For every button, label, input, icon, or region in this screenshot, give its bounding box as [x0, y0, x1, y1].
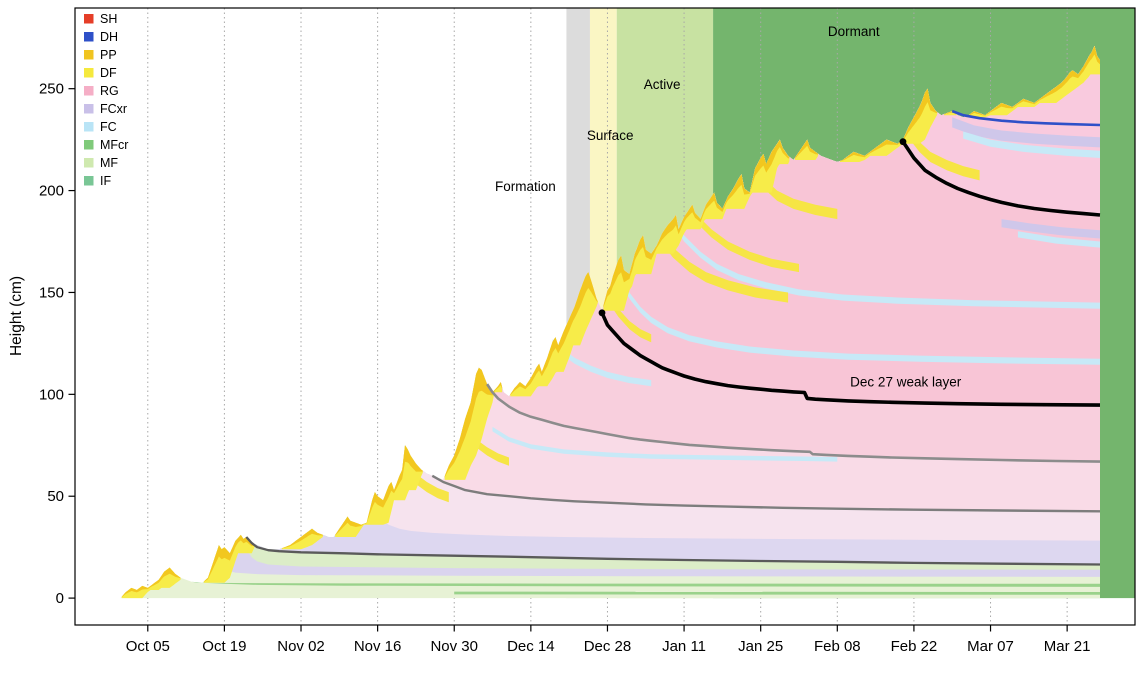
axes: Oct 05 Oct 19 Nov 02 Nov 16 Nov 30 Dec 14 Dec …: [8, 81, 1090, 655]
legend: SH DH PP DF RG FCxr FC MFcr MF IF: [84, 12, 128, 188]
new-snow-PP: [203, 534, 255, 582]
annotations: Formation Surface Active Dormant Dec 27 weak…: [495, 24, 962, 389]
legend-swatch-PP: [84, 50, 94, 60]
legend-label-FC: FC: [100, 120, 117, 134]
legend-swatch-MFcr: [84, 140, 94, 150]
annotation-surface: Surface: [587, 128, 634, 143]
streak-12: [1001, 219, 1100, 239]
legend-swatch-SH: [84, 14, 94, 24]
streak-14: [454, 591, 1100, 595]
legend-swatch-DH: [84, 32, 94, 42]
new-snow-PP: [840, 88, 938, 162]
annotation-formation: Formation: [495, 179, 556, 194]
x-tick-label: Nov 02: [277, 638, 325, 655]
x-tick-label: Oct 05: [126, 638, 170, 655]
streak-4: [695, 213, 799, 273]
y-tick-label: 0: [56, 590, 64, 607]
x-tick-label: Jan 25: [738, 638, 783, 655]
x-tick-label: Dec 28: [584, 638, 632, 655]
plot-border: [74, 7, 1136, 626]
x-tick-label: Oct 19: [202, 638, 246, 655]
annotation-dormant: Dormant: [828, 24, 880, 39]
annotation-dec-27-weak-layer: Dec 27 weak layer: [850, 375, 962, 390]
legend-swatch-IF: [84, 176, 94, 186]
streak-3: [662, 233, 789, 303]
legend-swatch-RG: [84, 86, 94, 96]
x-tick-label: Mar 07: [967, 638, 1014, 655]
x-tick-label: Feb 22: [891, 638, 938, 655]
legend-swatch-FCxr: [84, 104, 94, 114]
streak-13: [1017, 231, 1100, 248]
line-DH-layer-line: [951, 109, 1101, 127]
layer-pink-weak-feb20: [903, 45, 1100, 216]
legend-label-RG: RG: [100, 84, 119, 98]
new-snow-PP: [603, 139, 790, 308]
y-tick-label: 100: [39, 386, 64, 403]
legend-label-MF: MF: [100, 156, 118, 170]
new-snow-PP: [794, 139, 819, 159]
boundary-line-pink-weak-feb20: [901, 140, 1101, 217]
y-tick-label: 50: [47, 488, 64, 505]
tracked-layer-lines: [245, 109, 1101, 566]
boundary-line-pink-weak-dec27: [600, 312, 1101, 407]
new-snow-DF: [794, 139, 819, 160]
new-snow-PP: [444, 367, 503, 478]
boundary-line-pale-pink-B: [431, 474, 1101, 513]
x-tick-label: Nov 16: [354, 638, 402, 655]
y-axis-title: Height (cm): [8, 276, 25, 356]
legend-label-FCxr: FCxr: [100, 102, 127, 116]
x-tick-label: Feb 08: [814, 638, 861, 655]
legend-swatch-FC: [84, 122, 94, 132]
streak-10: [952, 117, 1100, 148]
new-snow-PP: [281, 528, 323, 549]
streak-6: [755, 168, 838, 220]
streak-5: [607, 290, 652, 343]
streak-15: [552, 339, 652, 387]
streak-8: [465, 418, 509, 466]
legend-label-PP: PP: [100, 48, 117, 62]
x-tick-label: Dec 14: [507, 638, 555, 655]
streak-0: [492, 426, 838, 462]
legend-label-SH: SH: [100, 12, 117, 26]
legend-swatch-DF: [84, 68, 94, 78]
snowpack-layers: [120, 45, 1101, 599]
boundary-line-FCxr-mid: [245, 536, 1101, 566]
legend-label-MFcr: MFcr: [100, 138, 128, 152]
plot-frame: [74, 7, 1136, 626]
annotation-active: Active: [644, 77, 681, 92]
streak-2: [673, 219, 1100, 309]
new-snow-DF: [335, 445, 423, 537]
new-snow-PP: [121, 567, 181, 597]
weak-layer-start-dot: [899, 138, 907, 146]
x-tick-label: Mar 21: [1044, 638, 1091, 655]
y-tick-label: 150: [39, 284, 64, 301]
y-tick-label: 250: [39, 81, 64, 98]
legend-label-DH: DH: [100, 30, 118, 44]
streak-7: [908, 127, 980, 181]
weak-layer-start-dot: [598, 309, 606, 317]
y-tick-label: 200: [39, 183, 64, 200]
new-snow-PP: [510, 272, 598, 395]
x-tick-label: Jan 11: [662, 638, 706, 655]
streak-9: [405, 451, 449, 503]
legend-swatch-MF: [84, 158, 94, 168]
new-snow-DF: [840, 88, 938, 162]
legend-label-IF: IF: [100, 174, 111, 188]
legend-label-DF: DF: [100, 66, 117, 80]
boundary-line-pink-A: [486, 383, 1101, 463]
x-tick-label: Nov 30: [430, 638, 478, 655]
streak-11: [963, 131, 1100, 158]
